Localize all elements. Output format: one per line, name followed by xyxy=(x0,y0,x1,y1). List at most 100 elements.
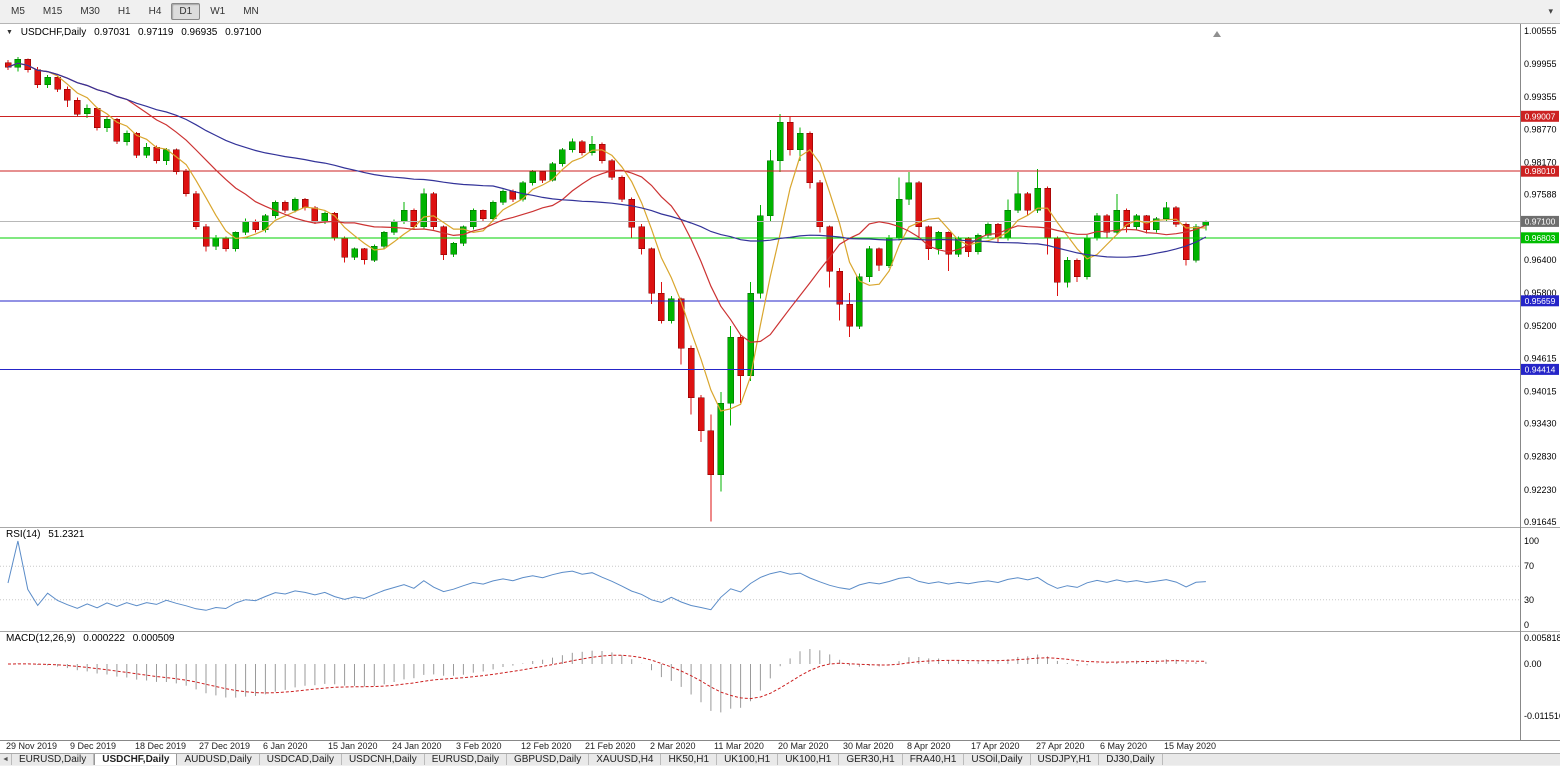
candle-body xyxy=(1093,215,1101,239)
timeframe-button-h4[interactable]: H4 xyxy=(148,6,162,17)
candle-body xyxy=(1123,210,1130,228)
timeframe-button-m30[interactable]: M30 xyxy=(80,6,100,17)
price-axis-label: 0.97588 xyxy=(1524,190,1557,200)
ma-line-50 xyxy=(7,62,1207,258)
tabs-scroll-left-icon[interactable]: ◄ xyxy=(0,754,12,765)
date-label: 30 Mar 2020 xyxy=(843,741,894,751)
timeframe-button-m15[interactable]: M15 xyxy=(42,6,63,17)
price-axis-label: 0.92830 xyxy=(1524,452,1557,462)
candle-body xyxy=(826,226,833,272)
macd-axis-label: 0.00 xyxy=(1524,659,1542,669)
chart-tab-uk100-h1[interactable]: UK100,H1 xyxy=(717,754,779,765)
chart-tab-usdcad-daily[interactable]: USDCAD,Daily xyxy=(260,754,342,765)
chart-tab-usdchf-daily[interactable]: USDCHF,Daily xyxy=(94,754,178,765)
timeframe-button-h1[interactable]: H1 xyxy=(117,6,131,17)
timeframe-button-d1[interactable]: D1 xyxy=(171,3,201,20)
date-label: 20 Mar 2020 xyxy=(778,741,829,751)
timeframe-button-w1[interactable]: W1 xyxy=(210,6,226,17)
price-axis-label: 0.94015 xyxy=(1524,386,1557,396)
chart-tab-ger30-h1[interactable]: GER30,H1 xyxy=(839,754,903,765)
candle-body xyxy=(1172,207,1180,225)
rsi-panel-header: RSI(14) 51.2321 xyxy=(6,529,89,540)
chart-tab-uk100-h1[interactable]: UK100,H1 xyxy=(778,754,840,765)
candle-body xyxy=(470,210,477,228)
candle-body xyxy=(935,232,942,250)
candle-body xyxy=(351,248,358,258)
chart-tab-xauusd-h4[interactable]: XAUUSD,H4 xyxy=(589,754,662,765)
candle-body xyxy=(113,119,121,142)
candle-body xyxy=(133,132,140,156)
candle-body xyxy=(767,160,774,217)
date-label: 6 May 2020 xyxy=(1100,741,1148,751)
date-label: 8 Apr 2020 xyxy=(907,741,951,751)
price-axis-label: 0.95800 xyxy=(1524,288,1557,298)
shift-marker-icon xyxy=(1213,31,1221,37)
price-badge xyxy=(1521,165,1559,177)
candle-body xyxy=(440,226,447,255)
candle-body xyxy=(737,336,744,376)
candle-body xyxy=(202,226,210,247)
chart-tab-fra40-h1[interactable]: FRA40,H1 xyxy=(903,754,965,765)
rsi-axis-label: 30 xyxy=(1524,595,1534,605)
rsi-line xyxy=(7,540,1206,611)
candle-body xyxy=(400,210,408,222)
candle-body xyxy=(420,193,428,228)
candle-body xyxy=(915,182,923,228)
date-label: 21 Feb 2020 xyxy=(585,741,636,751)
candle-body xyxy=(93,108,101,128)
ma-line-13 xyxy=(7,62,1207,343)
price-chart-canvas[interactable]: 1.00555 0.99955 0.99355 0.98770 0.98170 0.975… xyxy=(0,24,1560,740)
ohlc-open: 0.97031 xyxy=(94,27,131,38)
candle-body xyxy=(4,62,12,68)
price-badge-label: 0.98010 xyxy=(1525,166,1556,176)
candle-body xyxy=(697,397,705,432)
price-axis-label: 0.98770 xyxy=(1524,124,1557,134)
price-badge-label: 0.96803 xyxy=(1525,233,1556,243)
macd-axis-label: -0.011516 xyxy=(1524,711,1560,721)
chart-tab-hk50-h1[interactable]: HK50,H1 xyxy=(661,754,718,765)
candle-body xyxy=(984,223,992,236)
candle-body xyxy=(668,298,675,321)
chart-tab-eurusd-daily[interactable]: EURUSD,Daily xyxy=(12,754,95,765)
candle-body xyxy=(1153,218,1160,230)
chart-area: ▼ USDCHF,Daily 0.97031 0.97119 0.96935 0… xyxy=(0,24,1560,740)
collapse-icon[interactable]: ▼ xyxy=(6,29,13,36)
candle-body xyxy=(707,430,715,476)
chart-tab-dj30-daily[interactable]: DJ30,Daily xyxy=(1099,754,1163,765)
candle-body xyxy=(796,132,804,150)
candle-body xyxy=(529,171,536,184)
chart-tab-audusd-daily[interactable]: AUDUSD,Daily xyxy=(177,754,260,765)
candle-body xyxy=(242,221,249,233)
candles-layer xyxy=(4,57,1210,522)
candle-body xyxy=(1044,188,1051,239)
chart-tab-usdjpy-h1[interactable]: USDJPY,H1 xyxy=(1031,754,1100,765)
candle-body xyxy=(757,215,764,294)
chart-tab-usdcnh-daily[interactable]: USDCNH,Daily xyxy=(342,754,425,765)
chart-tab-eurusd-daily[interactable]: EURUSD,Daily xyxy=(425,754,507,765)
macd-value-main: 0.000222 xyxy=(83,633,125,644)
candle-body xyxy=(182,171,190,195)
date-label: 29 Nov 2019 xyxy=(6,741,58,751)
time-axis[interactable]: 29 Nov 2019 9 Dec 2019 18 Dec 2019 27 Dec 2… xyxy=(0,740,1560,753)
candle-body xyxy=(321,212,329,222)
candle-body xyxy=(776,121,784,162)
chart-tab-usoil-daily[interactable]: USOil,Daily xyxy=(964,754,1031,765)
date-label: 15 May 2020 xyxy=(1164,741,1217,751)
candle-body xyxy=(1182,223,1190,261)
chart-tab-gbpusd-daily[interactable]: GBPUSD,Daily xyxy=(507,754,590,765)
toolbar-overflow-icon[interactable]: ▾ xyxy=(1548,6,1553,16)
candle-body xyxy=(1024,193,1031,211)
date-label: 24 Jan 2020 xyxy=(392,741,442,751)
date-label: 11 Mar 2020 xyxy=(714,741,764,751)
timeframe-button-mn[interactable]: MN xyxy=(243,6,259,17)
date-label: 27 Dec 2019 xyxy=(199,741,251,751)
date-label: 12 Feb 2020 xyxy=(521,741,572,751)
candle-body xyxy=(430,193,437,228)
symbol-tab-bar: ◄ EURUSD,Daily USDCHF,Daily AUDUSD,Daily US… xyxy=(0,753,1560,765)
rsi-axis-label: 70 xyxy=(1524,561,1534,571)
candle-body xyxy=(1202,221,1210,226)
timeframe-button-m5[interactable]: M5 xyxy=(11,6,25,17)
candle-body xyxy=(658,292,665,321)
rsi-axis-label: 0 xyxy=(1524,620,1529,630)
candle-body xyxy=(222,237,230,250)
